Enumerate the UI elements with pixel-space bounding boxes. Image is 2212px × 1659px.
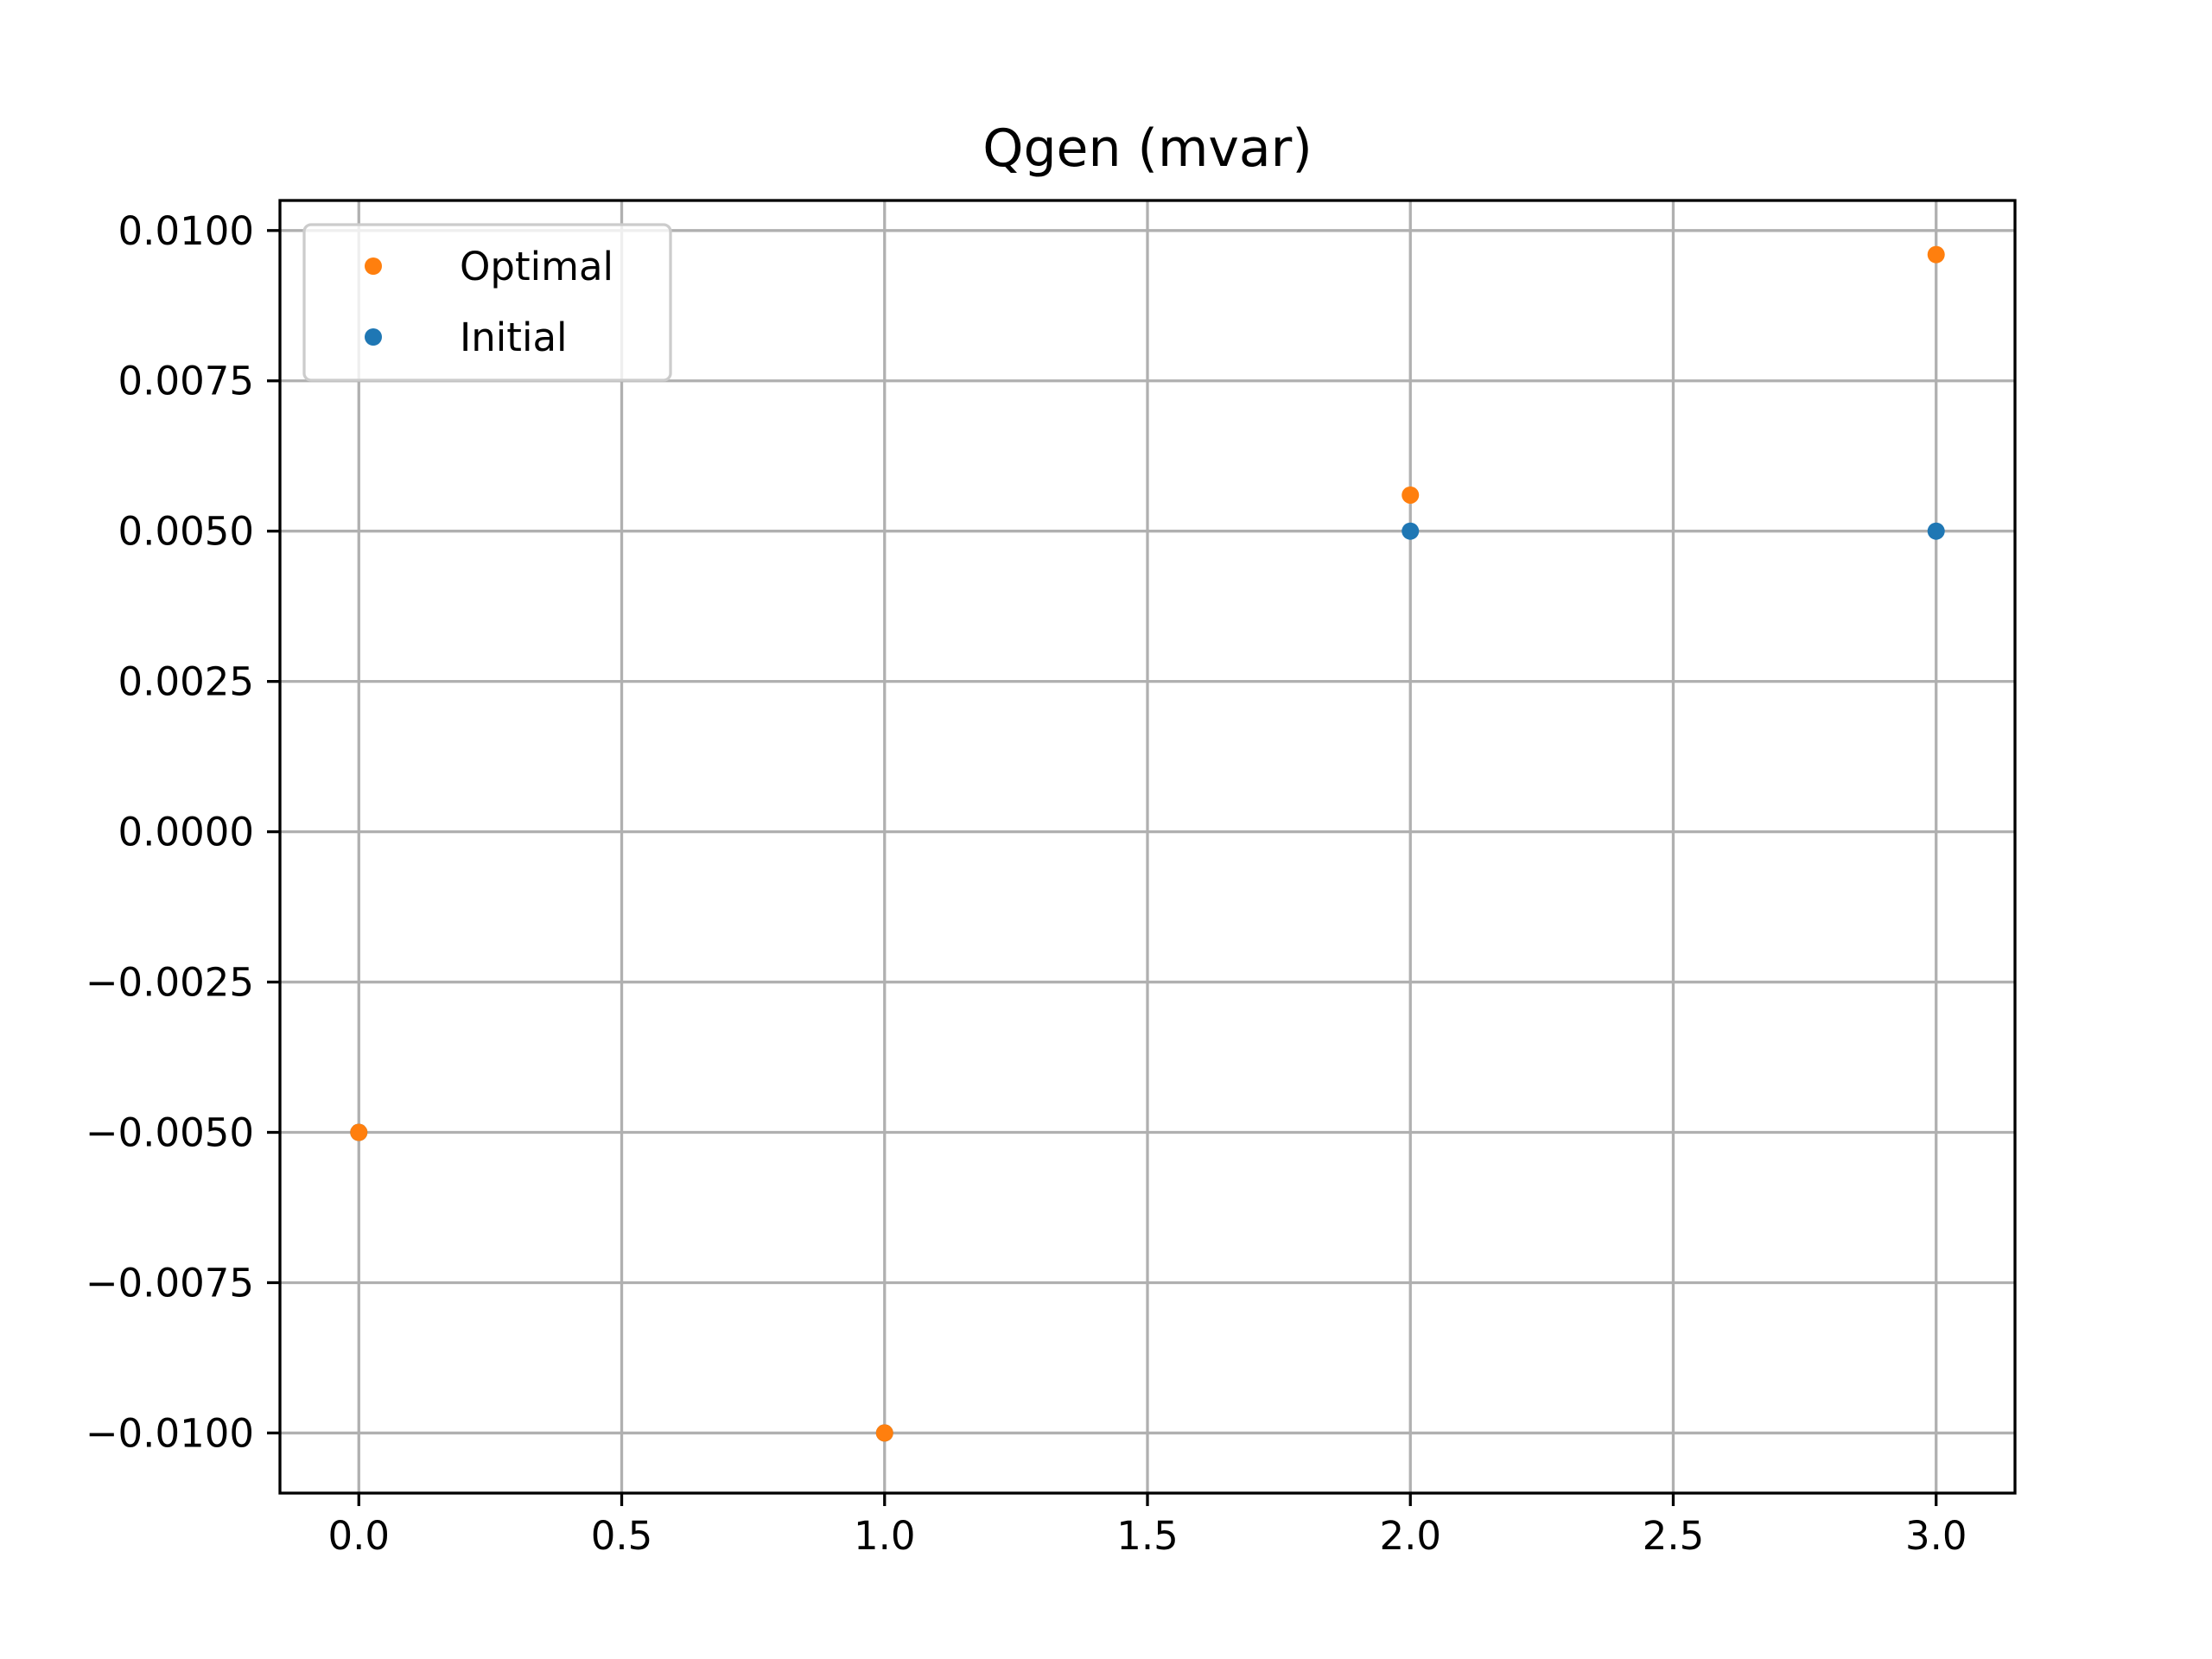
y-tick-label: 0.0025 <box>118 659 254 705</box>
y-tick-label: −0.0025 <box>86 960 254 1006</box>
y-tick-label: −0.0075 <box>86 1260 254 1306</box>
x-tick-label: 2.0 <box>1379 1513 1441 1559</box>
y-tick-label: −0.0100 <box>86 1410 254 1456</box>
x-tick-label: 1.5 <box>1116 1513 1179 1559</box>
point-initial <box>1402 522 1420 540</box>
legend-label-optimal: Optimal <box>460 244 613 289</box>
legend: Optimal Initial <box>302 223 672 382</box>
y-tick-label: −0.0050 <box>86 1110 254 1156</box>
x-tick-label: 2.5 <box>1643 1513 1705 1559</box>
y-tick-label: 0.0100 <box>118 208 254 254</box>
point-initial <box>1927 522 1945 540</box>
x-tick-label: 0.5 <box>591 1513 653 1559</box>
y-tick-label: 0.0050 <box>118 509 254 555</box>
point-optimal <box>875 1424 893 1442</box>
x-tick-label: 3.0 <box>1905 1513 1967 1559</box>
x-tick-label: 1.0 <box>854 1513 916 1559</box>
axis-ticks: 0.0 0.5 1.0 1.5 2.0 2.5 3.0 0.0100 0.0075 0.0050 0… <box>86 208 1967 1559</box>
legend-label-initial: Initial <box>460 315 568 360</box>
point-optimal <box>1402 486 1420 504</box>
legend-marker-initial <box>365 328 382 346</box>
data-points <box>350 245 1945 1442</box>
legend-marker-optimal <box>365 257 382 275</box>
y-tick-label: 0.0000 <box>118 810 254 855</box>
point-optimal <box>1927 245 1945 264</box>
legend-box <box>302 223 672 382</box>
x-tick-label: 0.0 <box>327 1513 390 1559</box>
chart-title: Qgen (mvar) <box>982 118 1313 179</box>
y-tick-label: 0.0075 <box>118 359 254 404</box>
point-optimal <box>350 1123 368 1141</box>
